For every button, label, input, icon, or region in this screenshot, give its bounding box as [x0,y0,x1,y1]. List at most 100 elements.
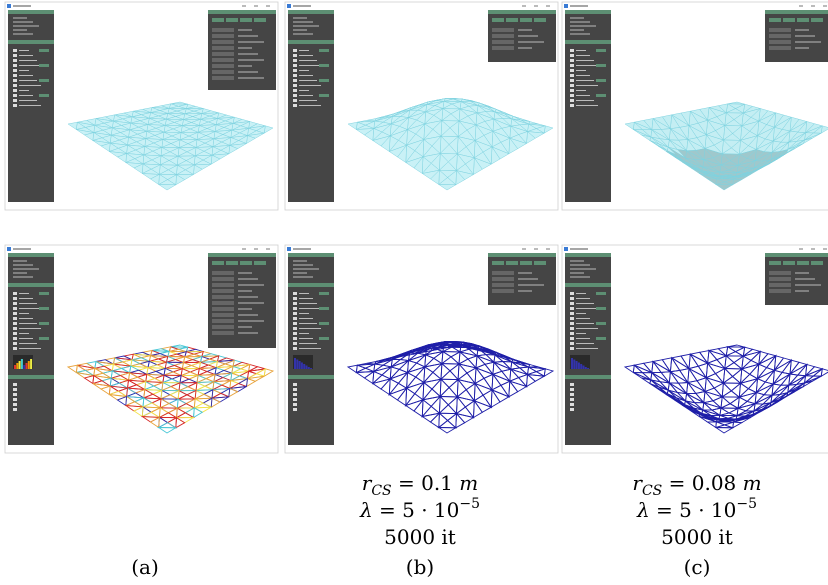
title-icon [564,247,568,251]
panel-button [596,292,606,295]
panel-header [488,10,556,14]
panel-item [293,398,297,401]
panel-item [13,337,17,340]
panel-item [13,54,17,57]
panel-item [13,84,17,87]
panel-button [319,292,329,295]
panel-field [492,40,514,44]
panel-field [212,40,234,44]
panel-item [293,408,297,411]
panel-button [39,337,49,340]
panel-item [293,312,297,315]
panel-field [769,289,791,293]
histogram-bar [19,361,21,369]
histogram-bar [26,363,28,369]
panel-item [570,317,574,320]
panel-button [534,261,546,265]
panel-item [570,342,574,345]
value: = 0.08 [662,471,742,495]
panel-item [13,49,17,52]
histogram-bar [16,363,18,369]
panel-button [506,18,518,22]
exponent: −5 [459,496,480,512]
title-icon [7,4,11,8]
panel-button [596,49,606,52]
panel-field [769,34,791,38]
caption-lambda: λ = 5 · 10−5 [359,496,480,522]
panel-item [13,347,17,350]
panel-item [570,388,574,391]
panel-field [769,283,791,287]
panel-button [226,18,238,22]
panel-item [293,317,297,320]
histogram-bar [21,359,23,369]
panel-field [212,307,234,311]
panel-button [783,18,795,22]
panel-field [769,40,791,44]
panel-item [13,403,17,406]
panel-item [570,383,574,386]
subfigure-label: (c) [684,555,711,579]
panel-item [570,104,574,107]
histogram-bar [23,365,25,369]
panel-item [293,332,297,335]
panel-button [769,261,781,265]
panel-field [492,46,514,50]
panel-button [319,337,329,340]
panel-item [13,74,17,77]
panel-field [492,34,514,38]
panel-button [797,18,809,22]
panel-item [293,84,297,87]
histogram-bar [294,358,296,369]
panel-button [254,18,266,22]
panel-item [13,59,17,62]
panel-item [13,79,17,82]
panel-item [13,302,17,305]
panel-item [570,393,574,396]
panel-item [293,99,297,102]
screenshot [562,2,828,210]
panel-header [208,253,276,257]
panel-item [570,332,574,335]
histogram-bar [585,367,587,369]
subfigure-label: (a) [131,555,159,579]
histogram-bar [571,358,573,369]
panel-button [811,261,823,265]
panel-item [293,292,297,295]
panel-header [565,40,611,44]
panel-button [319,94,329,97]
panel-button [212,261,224,265]
panel-item [293,383,297,386]
panel-item [570,307,574,310]
panel-item [293,297,297,300]
panel-button [596,64,606,67]
panel-item [13,69,17,72]
panel-field [212,301,234,305]
panel-item [293,393,297,396]
panel-button [319,322,329,325]
panel-field [212,295,234,299]
panel-button [534,18,546,22]
title-icon [7,247,11,251]
panel-field [769,28,791,32]
panel-item [293,327,297,330]
panel-button [596,94,606,97]
title-icon [287,247,291,251]
panel-field [212,331,234,335]
panel-button [39,49,49,52]
value: = 0.1 [392,471,460,495]
panel-item [13,327,17,330]
panel-field [212,277,234,281]
panel-item [570,322,574,325]
panel-field [769,271,791,275]
panel-header [765,10,828,14]
panel-header [208,10,276,14]
symbol: λ [636,498,650,522]
panel-item [293,337,297,340]
panel-header [8,283,54,287]
panel-item [13,94,17,97]
panel-item [293,54,297,57]
histogram-bar [301,363,303,370]
panel-field [212,64,234,68]
histogram-bar [30,359,32,369]
